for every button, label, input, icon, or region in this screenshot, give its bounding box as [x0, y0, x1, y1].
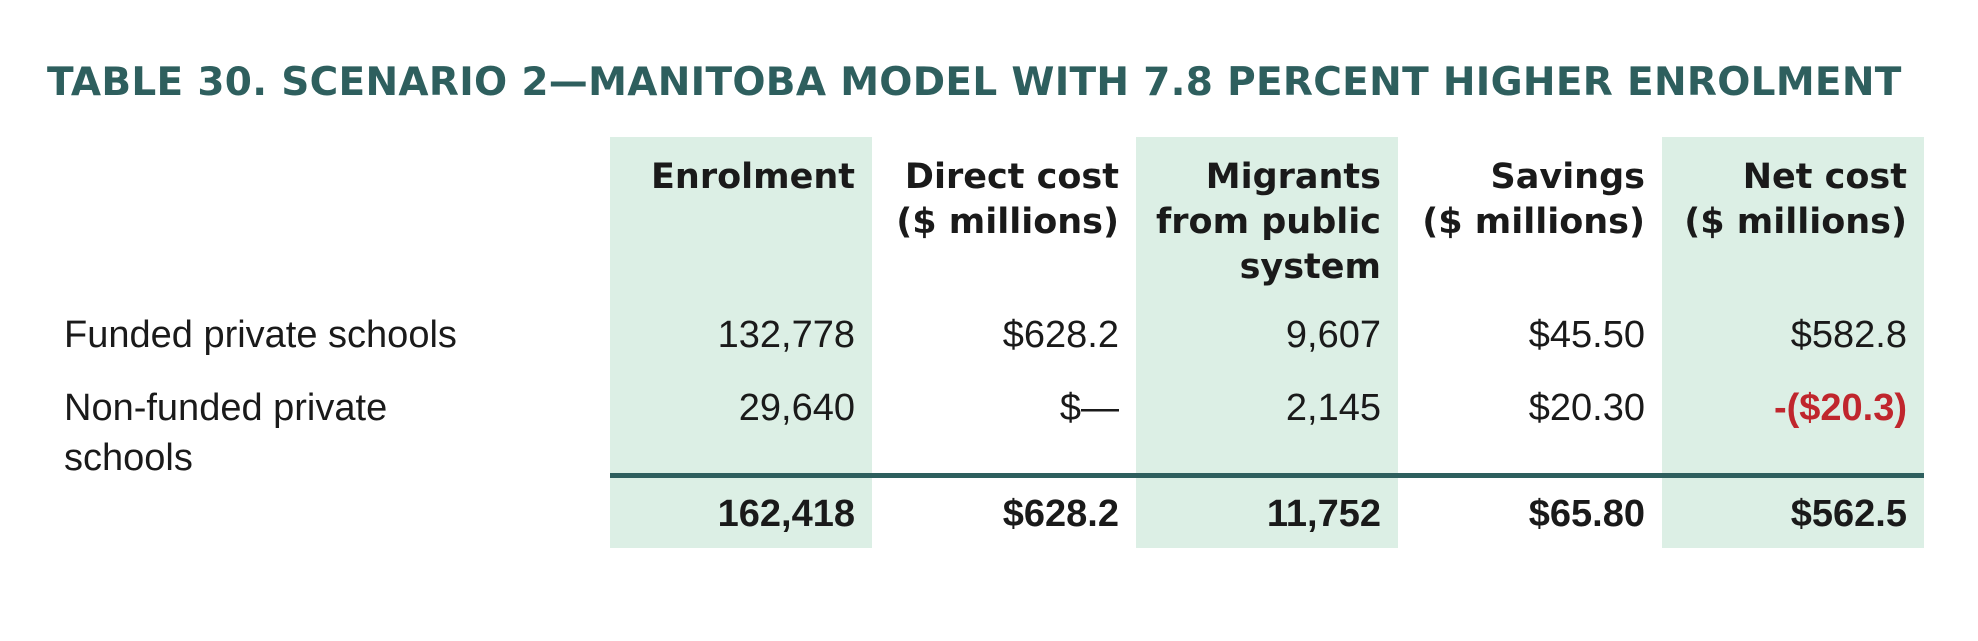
total-net-cost: $562.5 — [1662, 478, 1924, 548]
total-enrolment: 162,418 — [610, 478, 872, 548]
total-rule — [610, 473, 1924, 478]
cell-non-funded-net-cost: -($20.3) — [1662, 373, 1924, 473]
cell-funded-net-cost: $582.8 — [1662, 300, 1924, 373]
column-header-net-cost: Net cost ($ millions) — [1662, 137, 1924, 300]
table-title: TABLE 30. SCENARIO 2—MANITOBA MODEL WITH… — [47, 60, 1902, 105]
total-label-empty — [0, 478, 610, 548]
cell-non-funded-savings: $20.30 — [1528, 387, 1645, 429]
column-header-migrants: Migrants from public system — [1136, 137, 1398, 300]
cell-non-funded-direct-cost: $— — [1059, 387, 1119, 429]
cell-funded-migrants: 9,607 — [1136, 300, 1398, 373]
cell-funded-savings: $45.50 — [1528, 314, 1645, 356]
column-header-enrolment: Enrolment — [610, 137, 872, 300]
total-migrants: 11,752 — [1136, 478, 1398, 548]
cell-funded-enrolment: 132,778 — [610, 300, 872, 373]
column-header-direct-cost: Direct cost ($ millions) — [896, 157, 1119, 242]
total-savings: $65.80 — [1528, 493, 1645, 535]
row-label-non-funded: Non-funded private schools — [64, 387, 388, 479]
header-corner — [0, 137, 610, 300]
cell-non-funded-migrants: 2,145 — [1136, 373, 1398, 473]
row-label-funded: Funded private schools — [64, 314, 457, 356]
total-direct-cost: $628.2 — [1002, 493, 1119, 535]
cell-non-funded-enrolment: 29,640 — [610, 373, 872, 473]
data-table: Enrolment Direct cost ($ millions) Migra… — [0, 137, 1924, 548]
column-header-savings: Savings ($ millions) — [1422, 157, 1645, 242]
cell-funded-direct-cost: $628.2 — [1002, 314, 1119, 356]
